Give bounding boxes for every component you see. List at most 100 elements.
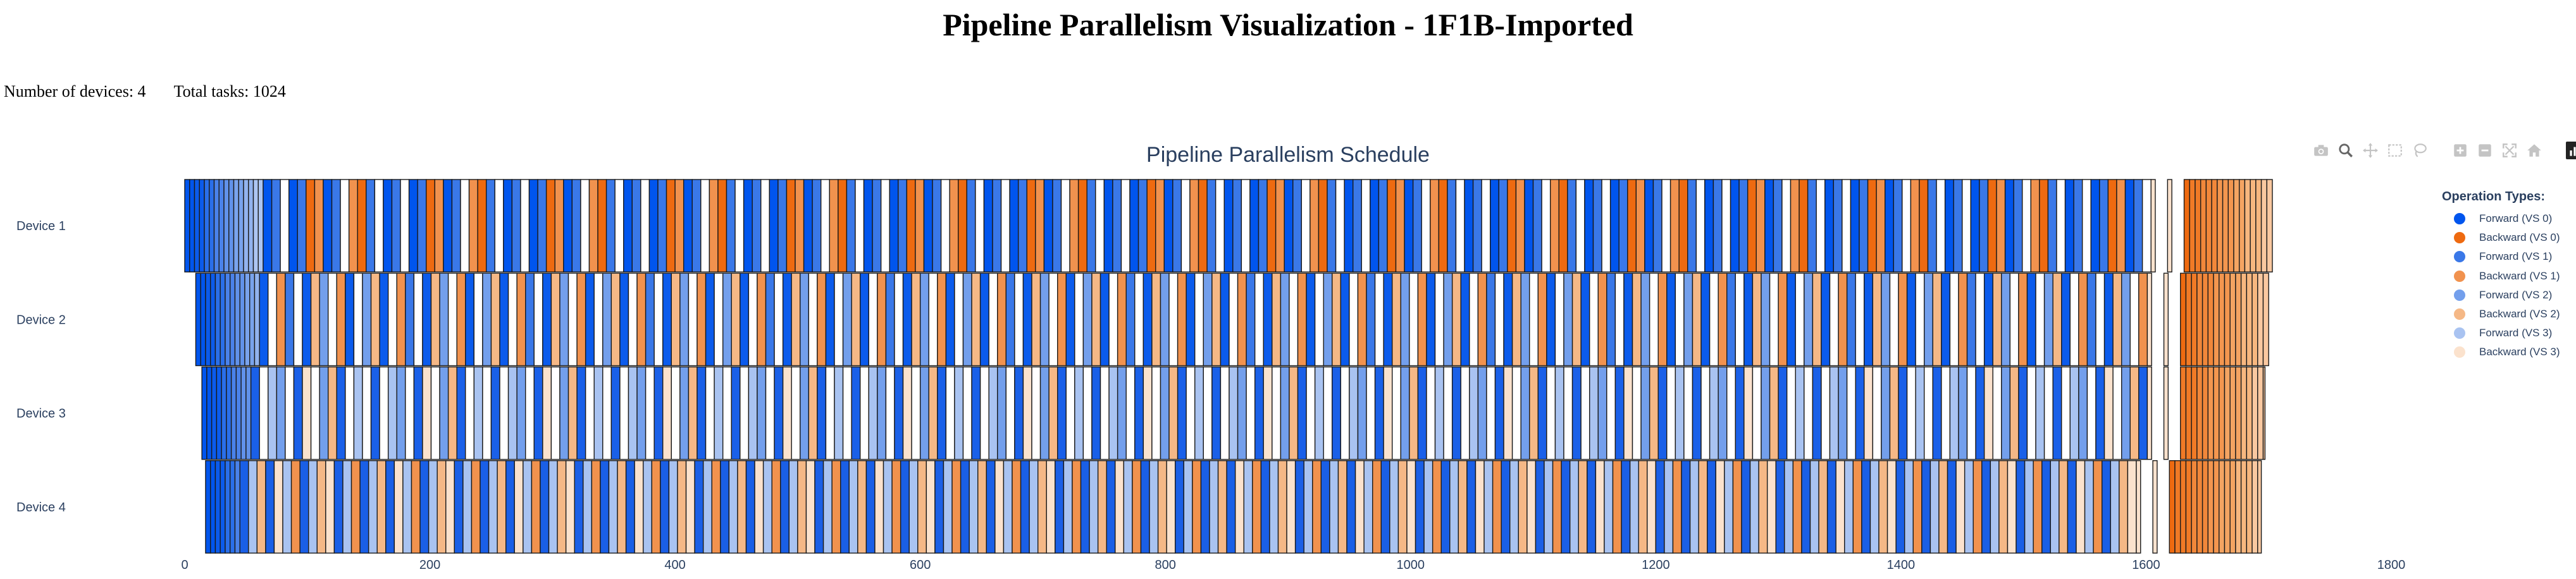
operation-block	[1029, 460, 1039, 554]
operation-block	[717, 179, 728, 272]
operation-block	[919, 366, 929, 460]
operation-block	[731, 272, 741, 367]
zoom-out-icon[interactable]	[2476, 142, 2494, 159]
operation-block	[1876, 179, 1886, 272]
operation-block	[640, 179, 650, 272]
operation-block	[1552, 460, 1562, 554]
operation-block	[754, 460, 764, 554]
operation-block	[1743, 366, 1754, 460]
legend-item[interactable]: Backward (VS 0)	[2441, 228, 2560, 247]
operation-block	[405, 272, 415, 367]
operation-block	[908, 460, 919, 554]
operation-block	[2067, 460, 2077, 554]
operation-block	[2093, 460, 2103, 554]
operation-block	[2211, 179, 2218, 272]
operation-block	[2201, 366, 2209, 460]
operation-block	[834, 366, 844, 460]
operation-block	[413, 272, 423, 367]
operation-block	[2035, 366, 2045, 460]
operation-block	[1795, 272, 1805, 367]
operation-block	[605, 179, 616, 272]
operation-block	[651, 460, 661, 554]
operation-block	[648, 179, 659, 272]
operation-block	[2138, 366, 2148, 460]
operation-block	[507, 366, 517, 460]
operation-block	[1936, 179, 1946, 272]
operation-block	[2030, 179, 2040, 272]
operation-block	[1363, 460, 1373, 554]
operation-block	[465, 366, 475, 460]
operation-block	[1915, 272, 1925, 367]
box-select-icon[interactable]	[2386, 142, 2404, 159]
legend-item[interactable]: Backward (VS 1)	[2441, 267, 2560, 286]
operation-block	[1340, 366, 1350, 460]
operation-block	[1864, 272, 1874, 367]
operation-block	[634, 460, 644, 554]
operation-block	[1850, 179, 1860, 272]
operation-block	[740, 272, 750, 367]
operation-block	[282, 460, 292, 554]
operation-block	[1082, 366, 1093, 460]
legend-item[interactable]: Forward (VS 1)	[2441, 247, 2560, 266]
operation-block	[2001, 272, 2011, 367]
legend-item[interactable]: Backward (VS 3)	[2441, 343, 2560, 362]
operation-block	[1289, 272, 1299, 367]
operation-block	[1941, 366, 1951, 460]
legend-item[interactable]: Backward (VS 2)	[2441, 305, 2560, 324]
plotly-logo-icon[interactable]	[2566, 142, 2576, 159]
operation-block	[1223, 179, 1234, 272]
operation-block	[1524, 179, 1534, 272]
operation-block	[2101, 460, 2111, 554]
zoom-in-icon[interactable]	[2451, 142, 2469, 159]
pan-icon[interactable]	[2362, 142, 2379, 159]
operation-block	[1844, 460, 1854, 554]
operation-block	[1320, 460, 1330, 554]
operation-block	[445, 460, 455, 554]
operation-block	[1194, 366, 1204, 460]
operation-block	[2050, 460, 2060, 554]
x-tick-label: 600	[910, 558, 931, 572]
camera-icon[interactable]	[2312, 142, 2330, 159]
operation-block	[1357, 366, 1367, 460]
operation-block	[1151, 272, 1161, 367]
operation-block	[700, 179, 710, 272]
operation-block	[593, 272, 604, 367]
operation-block	[2224, 272, 2231, 367]
autoscale-icon[interactable]	[2501, 142, 2518, 159]
operation-block	[1089, 460, 1099, 554]
legend-item[interactable]: Forward (VS 3)	[2441, 324, 2560, 343]
operation-block	[2251, 366, 2258, 460]
operation-block	[550, 366, 560, 460]
operation-block	[1852, 460, 1862, 554]
reset-axes-icon[interactable]	[2525, 142, 2543, 159]
operation-block	[1392, 272, 1401, 367]
operation-block	[1804, 272, 1814, 367]
operation-block	[1146, 179, 1156, 272]
operation-block	[1623, 272, 1633, 367]
operation-block	[223, 179, 230, 272]
zoom-icon[interactable]	[2337, 142, 2355, 159]
lasso-icon[interactable]	[2411, 142, 2429, 159]
operation-block	[1912, 460, 1923, 554]
operation-block	[1833, 179, 1843, 272]
operation-block	[619, 272, 629, 367]
operation-block	[2257, 460, 2262, 554]
legend-label: Forward (VS 2)	[2479, 288, 2553, 301]
operation-block	[316, 460, 326, 554]
operation-block	[1726, 366, 1736, 460]
operation-block	[413, 366, 423, 460]
stats-line: Number of devices: 4 Total tasks: 1024	[4, 82, 310, 101]
operation-block	[1724, 460, 1734, 554]
operation-block	[1166, 460, 1176, 554]
operation-block	[962, 366, 972, 460]
operation-block	[1157, 460, 1167, 554]
operation-block	[370, 366, 380, 460]
operation-block	[1627, 179, 1637, 272]
operation-block	[2124, 179, 2134, 272]
operation-block	[757, 272, 767, 367]
operation-block	[1511, 366, 1521, 460]
legend-item[interactable]: Forward (VS 0)	[2441, 209, 2560, 228]
operation-block	[917, 460, 927, 554]
operation-block	[1692, 366, 1702, 460]
legend-item[interactable]: Forward (VS 2)	[2441, 286, 2560, 305]
